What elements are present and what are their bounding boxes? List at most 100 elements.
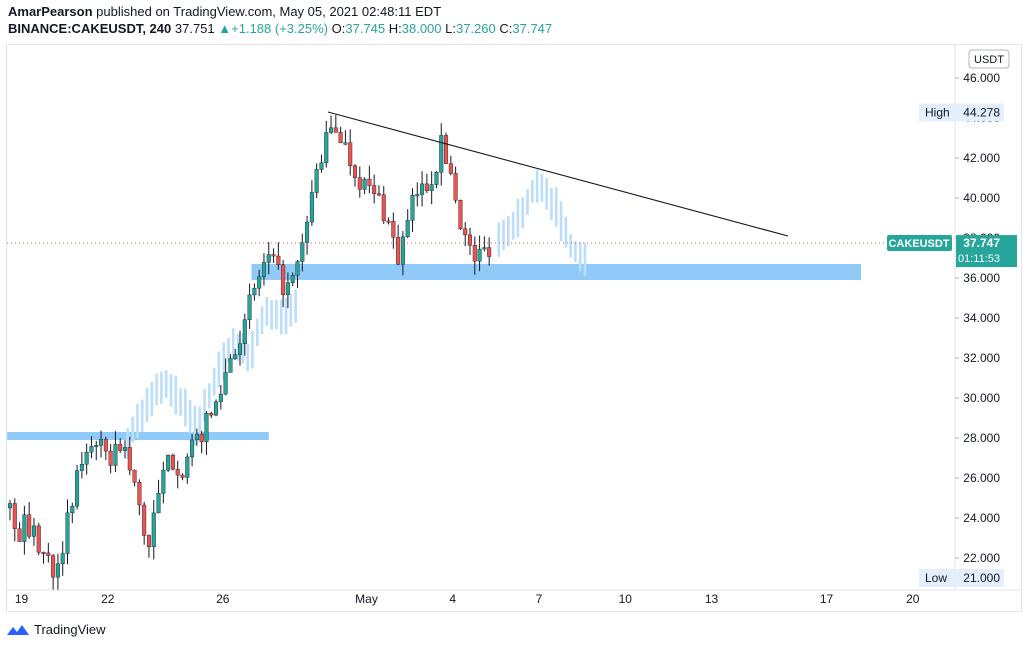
author-name[interactable]: AmarPearson [8, 4, 93, 19]
candle [420, 171, 425, 207]
projection-bar [203, 389, 206, 422]
price-tick-label: 30.000 [963, 391, 1000, 405]
time-tick-label: 7 [536, 592, 543, 606]
candle [429, 171, 434, 205]
candle [84, 443, 89, 475]
projection-bars [126, 170, 587, 460]
candle-body [17, 528, 22, 542]
candle [233, 348, 238, 360]
symbol-badge[interactable] [887, 235, 952, 252]
projection-bar [188, 399, 192, 434]
projection-bar [145, 387, 149, 422]
resistance-trendline[interactable] [327, 111, 789, 237]
currency-label: USDT [974, 54, 1004, 66]
candle-body [122, 447, 127, 451]
candle [477, 235, 482, 272]
time-tick-label: 13 [705, 592, 719, 606]
candle [170, 453, 175, 471]
candle [70, 502, 75, 524]
candle [372, 174, 377, 204]
candle-body [367, 178, 372, 186]
candle [329, 115, 334, 135]
candle-body [108, 450, 113, 466]
candle [424, 173, 429, 193]
support-zone-2[interactable] [251, 264, 862, 280]
projection-bar [136, 404, 139, 438]
candle [353, 164, 358, 187]
publish-info: AmarPearson published on TradingView.com… [8, 4, 441, 19]
projection-bar [526, 189, 529, 215]
tradingview-logo[interactable]: TradingView [6, 622, 106, 637]
candle-body [127, 447, 132, 471]
low-badge-label: Low [925, 571, 947, 585]
projection-bar [160, 371, 163, 404]
candle-body [266, 254, 271, 263]
time-axis[interactable]: 19 22 26 May 4 7 10 13 17 20 [7, 589, 1021, 606]
candle [400, 231, 405, 276]
candle-body [448, 163, 453, 174]
candle-body [233, 354, 238, 359]
close-label: C: [499, 21, 513, 36]
candle-body [477, 248, 482, 262]
time-tick-label: May [355, 592, 378, 606]
candle-body [285, 282, 290, 295]
candle-body [146, 535, 151, 548]
candle-body [214, 401, 219, 416]
price-tick-label: 24.000 [963, 511, 1000, 525]
trendline-layer[interactable] [327, 111, 789, 237]
candle [362, 177, 367, 195]
candle-body [391, 221, 396, 238]
candle-body [420, 183, 425, 195]
price-tick-label: 32.000 [963, 351, 1000, 365]
low-value: 37.260 [455, 21, 496, 36]
candle [118, 438, 123, 453]
candle-body [55, 563, 60, 578]
last-price-badge[interactable] [956, 235, 1017, 268]
candle [166, 454, 171, 473]
candle [252, 283, 257, 301]
candle [290, 272, 295, 287]
candlesticks [7, 114, 492, 591]
high-badge-label: High [925, 105, 950, 119]
candle-body [381, 194, 386, 222]
currency-badge[interactable] [968, 49, 1010, 69]
candle [22, 505, 27, 555]
candle-body [113, 444, 118, 466]
projection-bar [155, 373, 158, 405]
candle-body [405, 220, 410, 237]
candle [247, 283, 252, 329]
candle [41, 551, 46, 564]
projection-bar [289, 294, 293, 327]
candle-body [75, 470, 80, 507]
candle-body [199, 433, 204, 443]
projection-bar [511, 211, 515, 240]
projection-bar [516, 198, 520, 238]
candle-body [271, 254, 276, 257]
projection-bar [184, 388, 187, 427]
projection-bar [559, 201, 563, 242]
candle [127, 436, 132, 476]
candle [156, 479, 161, 514]
candle [271, 248, 276, 263]
projection-bar [179, 388, 182, 416]
projection-bar [246, 343, 249, 372]
projection-bar [251, 330, 254, 369]
candle-body [151, 512, 156, 548]
support-zones[interactable] [7, 264, 861, 440]
candle-body [79, 464, 84, 471]
candle [276, 242, 281, 270]
candle [228, 354, 233, 373]
last-price: 37.751 [174, 21, 215, 36]
projection-bar [284, 297, 288, 335]
candle [204, 411, 209, 455]
candle-body [247, 294, 252, 320]
candle [151, 500, 156, 560]
candle [376, 185, 381, 197]
projection-bar [164, 370, 168, 398]
price-axis[interactable]: USDT46.00044.00042.00040.00038.00036.000… [887, 45, 1017, 590]
candle-body [458, 200, 463, 229]
candle-body [60, 553, 65, 564]
projection-bar [260, 306, 264, 335]
candle-body [137, 482, 142, 506]
